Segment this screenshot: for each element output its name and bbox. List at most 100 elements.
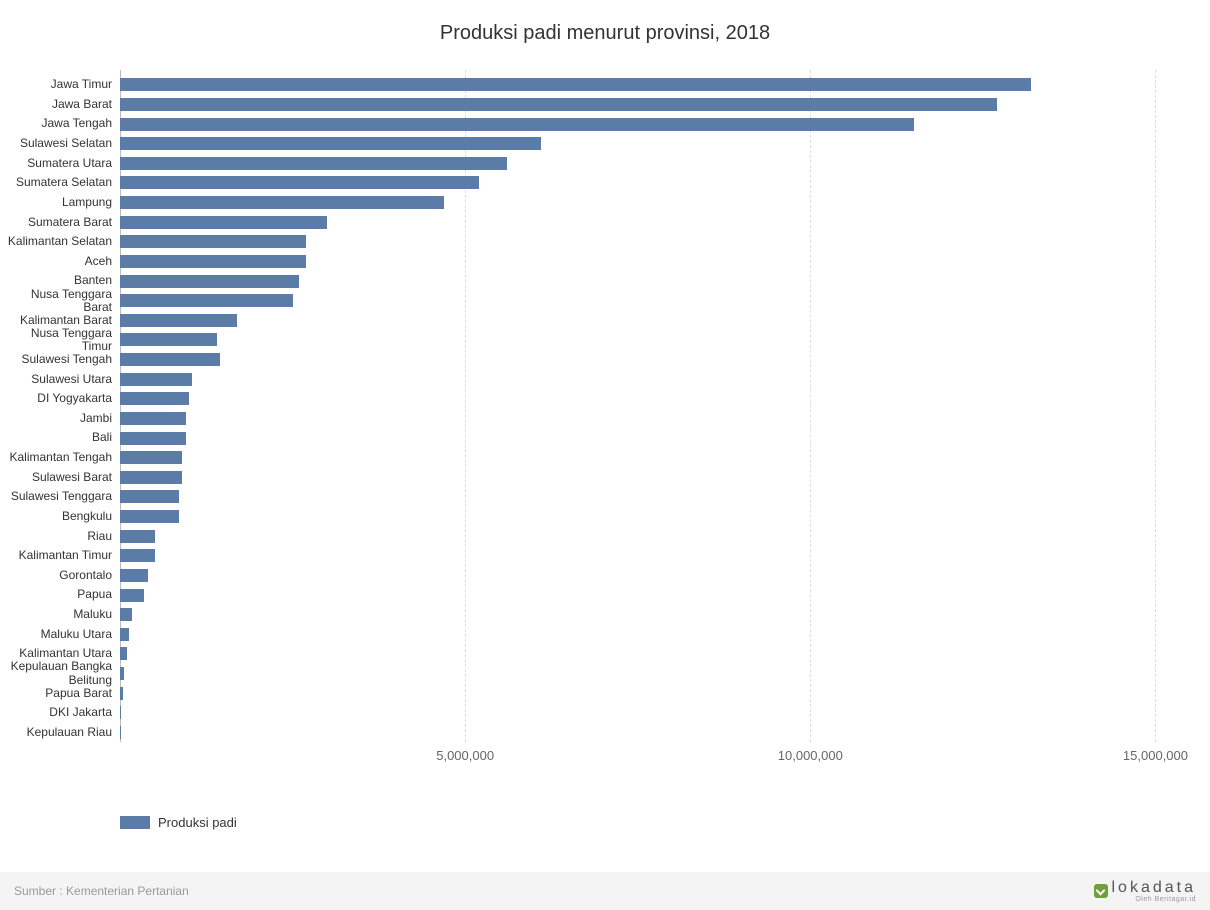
footer: Sumber : Kementerian Pertanian lokadata …	[0, 872, 1210, 910]
bar-row: Kalimantan Tengah	[120, 448, 1190, 468]
legend-swatch	[120, 816, 150, 829]
bar-label: Sumatera Utara	[5, 157, 120, 170]
bar-rect	[120, 255, 306, 268]
bar-rect	[120, 706, 121, 719]
bar-label: Maluku	[5, 608, 120, 621]
bar-rect	[120, 628, 129, 641]
bar-rect	[120, 216, 327, 229]
bar-row: Kalimantan Timur	[120, 546, 1190, 566]
bar-label: Bengkulu	[5, 510, 120, 523]
chart-title: Produksi padi menurut provinsi, 2018	[0, 0, 1210, 45]
bar-row: Jawa Tengah	[120, 114, 1190, 134]
bar-label: Kalimantan Tengah	[5, 451, 120, 464]
legend-label: Produksi padi	[158, 815, 237, 830]
bar-row: DI Yogyakarta	[120, 389, 1190, 409]
bar-rect	[120, 569, 148, 582]
bar-rect	[120, 392, 189, 405]
bar-label: Sulawesi Tenggara	[5, 490, 120, 503]
x-tick-label: 5,000,000	[436, 748, 494, 763]
legend: Produksi padi	[120, 815, 237, 830]
bar-row: Nusa Tenggara Timur	[120, 330, 1190, 350]
bar-row: Nusa Tenggara Barat	[120, 291, 1190, 311]
bar-row: Kalimantan Selatan	[120, 232, 1190, 252]
bar-label: Papua Barat	[5, 687, 120, 700]
brand: lokadata Oleh Beritagar.id	[1094, 880, 1197, 903]
bar-rect	[120, 432, 186, 445]
bar-row: Jawa Timur	[120, 75, 1190, 95]
bar-label: Kalimantan Barat	[5, 314, 120, 327]
bar-row: Sulawesi Tenggara	[120, 487, 1190, 507]
bar-label: Sumatera Selatan	[5, 176, 120, 189]
bar-row: DKI Jakarta	[120, 703, 1190, 723]
bar-label: Lampung	[5, 196, 120, 209]
bar-label: Banten	[5, 274, 120, 287]
bar-rect	[120, 235, 306, 248]
bar-label: Sulawesi Tengah	[5, 353, 120, 366]
source-text: Sumber : Kementerian Pertanian	[14, 884, 189, 898]
bar-label: Bali	[5, 431, 120, 444]
bar-row: Jambi	[120, 409, 1190, 429]
bar-row: Banten	[120, 271, 1190, 291]
bar-label: Riau	[5, 530, 120, 543]
bar-row: Sulawesi Tengah	[120, 350, 1190, 370]
bar-label: Kalimantan Selatan	[5, 235, 120, 248]
bar-row: Sulawesi Barat	[120, 468, 1190, 488]
bar-rect	[120, 608, 132, 621]
bar-row: Sumatera Utara	[120, 154, 1190, 174]
x-tick-label: 15,000,000	[1123, 748, 1188, 763]
bar-label: Papua	[5, 588, 120, 601]
brand-leaf-icon	[1094, 884, 1108, 898]
brand-text: lokadata	[1112, 880, 1197, 896]
bar-row: Gorontalo	[120, 566, 1190, 586]
bar-label: Jawa Tengah	[5, 117, 120, 130]
bar-row: Papua Barat	[120, 683, 1190, 703]
bar-label: Sulawesi Barat	[5, 471, 120, 484]
bar-label: DKI Jakarta	[5, 706, 120, 719]
bar-rect	[120, 196, 444, 209]
bar-row: Sumatera Barat	[120, 212, 1190, 232]
bar-row: Maluku Utara	[120, 625, 1190, 645]
bar-label: Jawa Barat	[5, 98, 120, 111]
bar-label: Aceh	[5, 255, 120, 268]
bar-row: Sulawesi Selatan	[120, 134, 1190, 154]
bar-label: DI Yogyakarta	[5, 392, 120, 405]
bar-row: Kepulauan Bangka Belitung	[120, 664, 1190, 684]
bar-rect	[120, 353, 220, 366]
bar-rect	[120, 137, 541, 150]
bar-label: Kalimantan Timur	[5, 549, 120, 562]
bar-label: Kepulauan Riau	[5, 726, 120, 739]
bar-rect	[120, 451, 182, 464]
bar-rect	[120, 471, 182, 484]
bar-rect	[120, 412, 186, 425]
bar-rect	[120, 687, 123, 700]
brand-subtext: Oleh Beritagar.id	[1112, 896, 1197, 903]
bars-group: Jawa TimurJawa BaratJawa TengahSulawesi …	[120, 75, 1190, 742]
bar-row: Lampung	[120, 193, 1190, 213]
bar-row: Sulawesi Utara	[120, 369, 1190, 389]
bar-rect	[120, 275, 299, 288]
bar-rect	[120, 176, 479, 189]
bar-rect	[120, 314, 237, 327]
bar-rect	[120, 294, 293, 307]
bar-label: Nusa Tenggara Barat	[5, 288, 120, 314]
bar-rect	[120, 589, 144, 602]
bar-label: Sumatera Barat	[5, 216, 120, 229]
bar-rect	[120, 549, 155, 562]
bar-row: Bengkulu	[120, 507, 1190, 527]
bar-row: Aceh	[120, 252, 1190, 272]
bar-label: Gorontalo	[5, 569, 120, 582]
x-tick-label: 10,000,000	[778, 748, 843, 763]
bar-label: Sulawesi Selatan	[5, 137, 120, 150]
bar-rect	[120, 78, 1031, 91]
bar-row: Kalimantan Utara	[120, 644, 1190, 664]
bar-rect	[120, 490, 179, 503]
bar-rect	[120, 118, 914, 131]
bar-label: Sulawesi Utara	[5, 373, 120, 386]
bar-rect	[120, 510, 179, 523]
chart-container: Produksi padi menurut provinsi, 2018 5,0…	[0, 0, 1210, 910]
bar-row: Maluku	[120, 605, 1190, 625]
bar-row: Papua	[120, 585, 1190, 605]
bar-row: Sumatera Selatan	[120, 173, 1190, 193]
plot-area: 5,000,000 10,000,000 15,000,000 Jawa Timur…	[120, 70, 1190, 770]
bar-label: Jawa Timur	[5, 78, 120, 91]
